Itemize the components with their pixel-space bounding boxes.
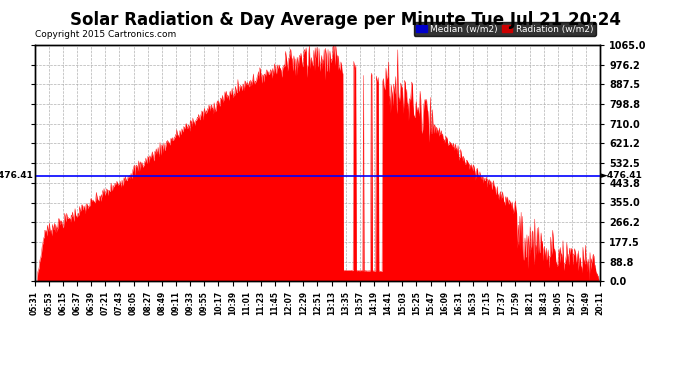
Text: ►476.41: ►476.41 — [0, 171, 34, 180]
Text: Solar Radiation & Day Average per Minute Tue Jul 21 20:24: Solar Radiation & Day Average per Minute… — [70, 11, 620, 29]
Text: ►476.41: ►476.41 — [601, 171, 643, 180]
Text: Copyright 2015 Cartronics.com: Copyright 2015 Cartronics.com — [35, 30, 177, 39]
Legend: Median (w/m2), Radiation (w/m2): Median (w/m2), Radiation (w/m2) — [413, 22, 595, 36]
